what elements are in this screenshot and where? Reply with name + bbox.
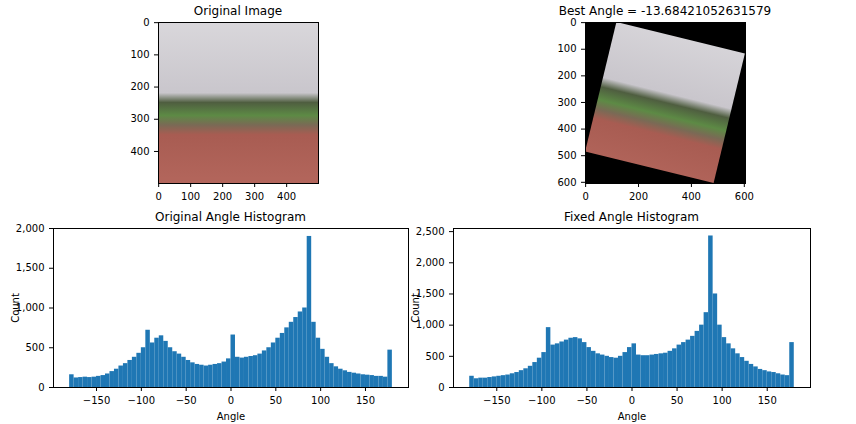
svg-text:0: 0 [38,382,44,393]
svg-text:0: 0 [438,382,444,393]
svg-text:400: 400 [277,191,296,202]
svg-text:0: 0 [582,191,588,202]
svg-text:Angle: Angle [217,411,245,422]
svg-text:600: 600 [557,177,576,188]
svg-text:0: 0 [629,395,635,406]
svg-text:500: 500 [25,342,44,353]
svg-text:100: 100 [557,43,576,54]
svg-text:2,500: 2,500 [416,226,445,237]
svg-text:100: 100 [130,49,149,60]
svg-text:−50: −50 [576,395,597,406]
svg-text:500: 500 [557,150,576,161]
svg-text:50: 50 [269,395,282,406]
svg-text:300: 300 [130,113,149,124]
svg-text:Count: Count [410,293,421,323]
svg-text:150: 150 [356,395,375,406]
svg-text:200: 200 [213,191,232,202]
svg-text:−50: −50 [176,395,197,406]
html-text:Best Angle = -13.6842105263157: Best Angle = -13.68421052631579 [558,4,772,18]
svg-text:500: 500 [425,351,444,362]
svg-text:1,500: 1,500 [16,262,45,273]
svg-text:Angle: Angle [618,411,646,422]
svg-text:200: 200 [629,191,648,202]
svg-text:100: 100 [181,191,200,202]
svg-text:−150: −150 [483,395,510,406]
svg-text:−100: −100 [528,395,555,406]
svg-text:200: 200 [130,81,149,92]
svg-text:400: 400 [682,191,701,202]
svg-text:−150: −150 [83,395,110,406]
svg-text:300: 300 [245,191,264,202]
html-text:Fixed Angle Histogram: Fixed Angle Histogram [563,210,700,224]
svg-text:200: 200 [557,70,576,81]
svg-text:100: 100 [311,395,330,406]
svg-text:Count: Count [10,293,21,323]
svg-text:100: 100 [713,395,732,406]
svg-text:2,000: 2,000 [416,257,445,268]
svg-text:1,000: 1,000 [415,319,445,331]
svg-text:1,500: 1,500 [415,288,445,300]
svg-text:2,000: 2,000 [16,223,45,234]
svg-text:50: 50 [671,395,684,406]
svg-text:−100: −100 [128,395,155,406]
svg-text:0: 0 [228,395,234,406]
svg-text:0: 0 [570,17,576,28]
svg-text:0: 0 [155,191,161,202]
svg-text:1,000: 1,000 [15,302,45,314]
svg-text:300: 300 [557,97,576,108]
svg-text:600: 600 [735,191,754,202]
svg-text:400: 400 [130,146,149,157]
svg-text:150: 150 [758,395,777,406]
svg-text:400: 400 [557,123,576,134]
svg-text:0: 0 [143,17,149,28]
html-text:Original Image: Original Image [193,4,283,18]
html-text:Original Angle Histogram: Original Angle Histogram [155,210,306,224]
